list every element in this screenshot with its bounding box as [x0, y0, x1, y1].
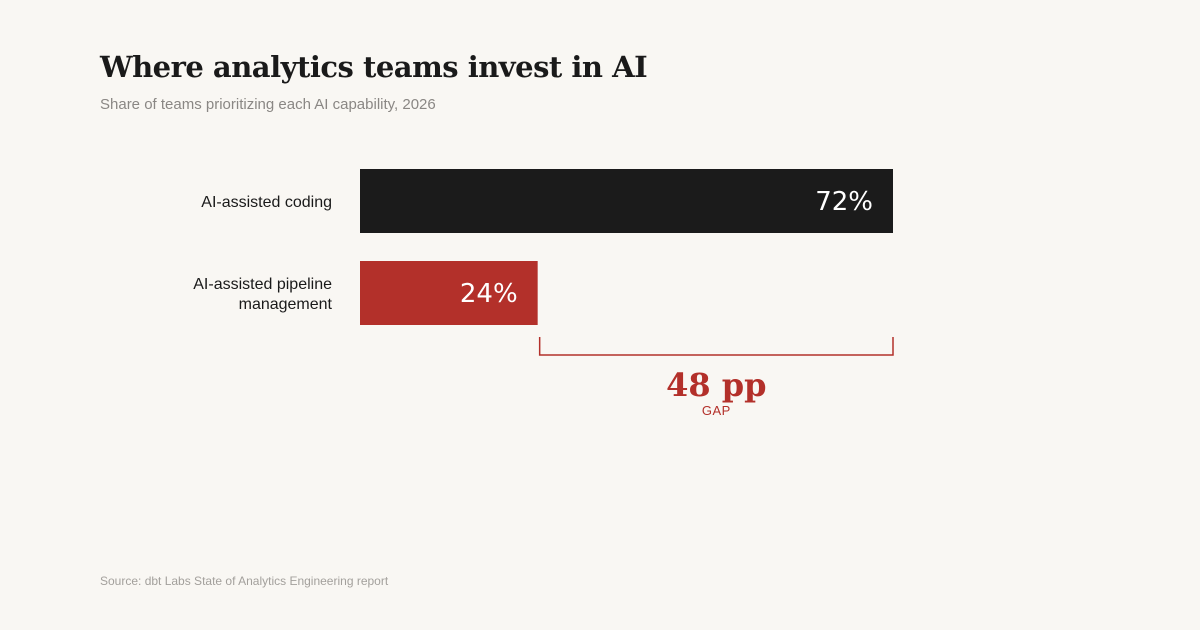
category-label-2-line-2: management: [239, 296, 333, 313]
gap-value-label: 48 pp: [666, 366, 766, 404]
category-label-1: AI-assisted coding: [201, 194, 332, 211]
bar-2: [360, 261, 538, 325]
gap-bracket: [538, 337, 894, 356]
chart-title: Where analytics teams invest in AI: [100, 50, 648, 84]
bar-1: [360, 169, 893, 233]
bar-value-label-2: 24%: [460, 279, 518, 309]
gap-caption-label: GAP: [702, 403, 731, 418]
source-note: Source: dbt Labs State of Analytics Engi…: [100, 574, 389, 588]
bar-value-label-1: 72%: [815, 187, 873, 217]
chart-subtitle: Share of teams prioritizing each AI capa…: [100, 96, 436, 113]
category-label-2-line-1: AI-assisted pipeline: [193, 276, 332, 293]
